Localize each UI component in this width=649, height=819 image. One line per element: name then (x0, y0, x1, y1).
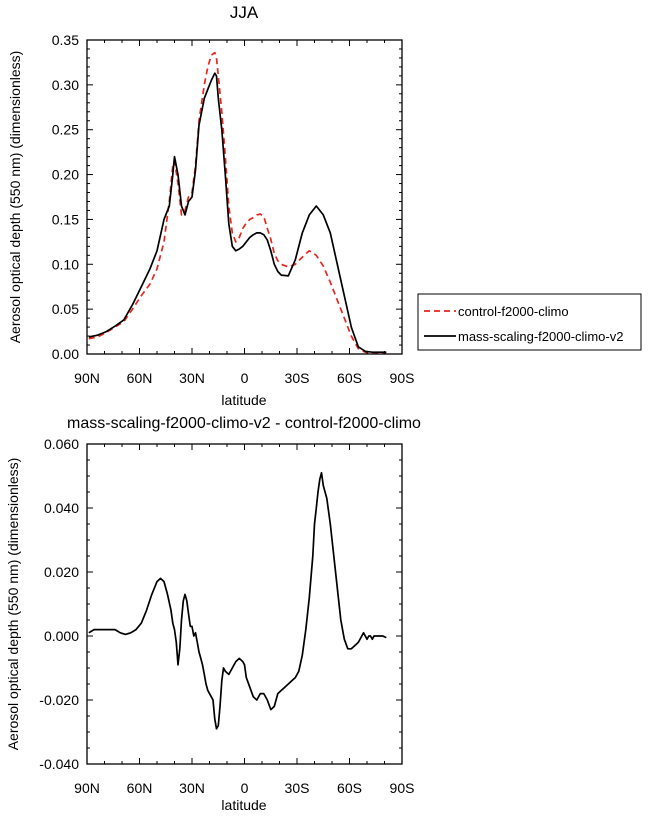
top-plot-lines (88, 51, 387, 354)
bottom-y-tick-label: 0.040 (44, 500, 79, 516)
top-x-tick-label: 0 (241, 370, 249, 386)
top-panel: JJA 90N 60N 30N 0 30S 60S 90S 0.00 0.05 0.10 0.15 0… (7, 3, 642, 408)
bottom-x-tick-label: 30S (285, 780, 310, 796)
bottom-y-tick-label: -0.040 (39, 756, 79, 772)
bottom-x-tick-label: 60N (127, 780, 153, 796)
top-series-line-mass-scaling-f2000-climo-v2 (88, 72, 387, 354)
bottom-y-tick-label: 0.060 (44, 436, 79, 452)
legend-label-control: control-f2000-climo (458, 304, 569, 319)
bottom-x-axis-label: latitude (221, 797, 266, 813)
bottom-x-tick-label: 30N (179, 780, 205, 796)
top-series-line-control-f2000-climo (88, 51, 387, 354)
top-y-tick-label: 0.25 (52, 122, 79, 138)
bottom-y-tick-label: -0.020 (39, 692, 79, 708)
top-x-tick-label: 30N (179, 370, 205, 386)
bottom-axis-ticks: 90N 60N 30N 0 30S 60S 90S -0.040 -0.020 0.000 0.02… (39, 436, 414, 796)
bottom-y-axis-label: Aerosol optical depth (550 nm) (dimensio… (5, 458, 21, 751)
bottom-panel: mass-scaling-f2000-climo-v2 - control-f2… (5, 415, 421, 813)
top-y-axis-label: Aerosol optical depth (550 nm) (dimensio… (7, 51, 23, 344)
bottom-chart-title: mass-scaling-f2000-climo-v2 - control-f2… (67, 415, 421, 432)
top-y-tick-label: 0.00 (52, 346, 79, 362)
bottom-x-tick-label: 60S (337, 780, 362, 796)
top-y-tick-label: 0.15 (52, 211, 79, 227)
top-x-tick-label: 90S (390, 370, 415, 386)
legend-label-mass-scaling: mass-scaling-f2000-climo-v2 (458, 329, 623, 344)
top-x-axis-label: latitude (221, 392, 266, 408)
bottom-series-line-difference (88, 471, 387, 730)
top-x-tick-label: 30S (285, 370, 310, 386)
top-chart-title: JJA (230, 3, 259, 22)
top-x-tick-label: 60N (127, 370, 153, 386)
top-x-tick-label: 60S (337, 370, 362, 386)
bottom-y-tick-label: 0.000 (44, 628, 79, 644)
bottom-x-tick-label: 90S (390, 780, 415, 796)
bottom-plot-lines (88, 471, 387, 730)
top-axis-ticks: 90N 60N 30N 0 30S 60S 90S 0.00 0.05 0.10 0.15 0.20 0… (52, 32, 415, 386)
top-y-tick-label: 0.30 (52, 77, 79, 93)
bottom-y-tick-label: 0.020 (44, 564, 79, 580)
top-y-tick-label: 0.05 (52, 301, 79, 317)
bottom-x-tick-label: 0 (241, 780, 249, 796)
legend-box (417, 293, 642, 351)
bottom-x-tick-label: 90N (74, 780, 100, 796)
top-y-tick-label: 0.20 (52, 167, 79, 183)
legend: control-f2000-climo mass-scaling-f2000-c… (417, 293, 642, 351)
bottom-plot-frame (86, 443, 403, 765)
top-x-tick-label: 90N (74, 370, 100, 386)
top-plot-frame (86, 39, 403, 355)
top-y-tick-label: 0.35 (52, 32, 79, 48)
top-y-tick-label: 0.10 (52, 256, 79, 272)
